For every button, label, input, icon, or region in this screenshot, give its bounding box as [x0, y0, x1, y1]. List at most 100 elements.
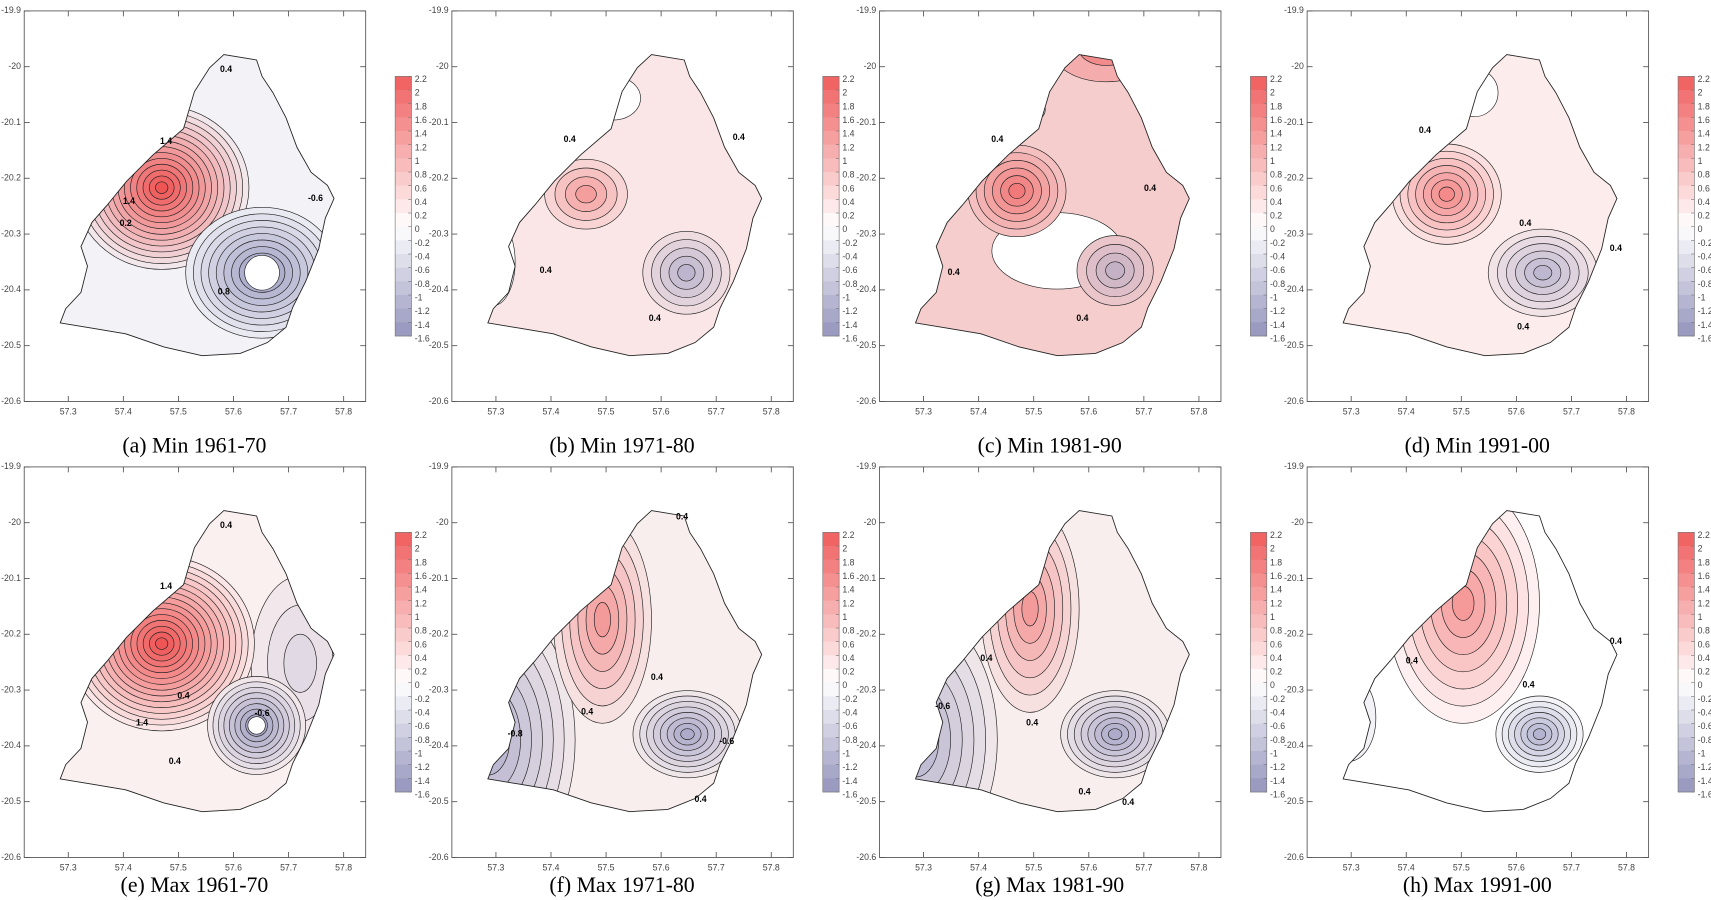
x-tick-label: 57.6: [1508, 863, 1525, 873]
x-tick-label: 57.7: [708, 407, 725, 417]
colorbar-tick-label: -1.4: [842, 320, 857, 330]
colorbar-tick-label: 0.4: [415, 197, 427, 207]
y-tick-label: -20.1: [1284, 117, 1304, 127]
contour-label: 0.4: [177, 690, 189, 700]
colorbar-band: [395, 751, 412, 765]
y-tick-label: -20.6: [429, 396, 449, 406]
y-tick-label: -20.2: [1, 173, 21, 183]
contour-band: [247, 716, 266, 735]
y-tick-label: -20.1: [429, 573, 449, 583]
contour-map: [915, 54, 1190, 356]
colorbar-band: [822, 600, 840, 615]
coastline: [487, 54, 763, 357]
contour-label: 0.4: [1523, 679, 1535, 689]
colorbar-band: [395, 559, 412, 574]
colorbar-band: [1678, 185, 1695, 200]
contour-band: [1107, 728, 1123, 740]
colorbar-band: [822, 131, 840, 146]
colorbar-tick-label: 0.8: [415, 170, 427, 180]
coastline: [59, 510, 335, 813]
colorbar-tick-label: -1.6: [842, 790, 857, 800]
colorbar-tick-label: 1.2: [842, 142, 854, 152]
colorbar-tick-label: -1.6: [415, 790, 430, 800]
colorbar-band: [822, 710, 840, 725]
contour-label: 1.4: [123, 196, 135, 206]
colorbar-band: [1678, 723, 1695, 738]
colorbar-tick-label: -1: [1698, 293, 1706, 303]
colorbar-band: [395, 737, 412, 752]
colorbar-band: [1250, 267, 1267, 282]
colorbar-tick-label: -0.2: [415, 694, 430, 704]
colorbar-band: [1678, 254, 1695, 269]
colorbar-band: [395, 614, 412, 629]
colorbar-frame: [822, 532, 840, 793]
colorbar-band: [822, 185, 840, 200]
colorbar-band: [822, 90, 840, 105]
y-tick-label: -20.1: [856, 573, 876, 583]
colorbar-band: [1678, 226, 1695, 241]
panel-caption: (f) Max 1971-80: [549, 873, 694, 897]
colorbar-band: [822, 144, 840, 159]
x-tick-label: 57.6: [225, 407, 242, 417]
colorbar-band: [1250, 778, 1267, 793]
y-tick-label: -20.4: [1, 284, 21, 294]
colorbar-band: [395, 573, 412, 588]
colorbar-band: [1678, 90, 1695, 105]
colorbar-tick-label: 0: [1270, 224, 1275, 234]
colorbar-tick-label: -1: [1270, 749, 1278, 759]
colorbar-tick-label: 1.4: [415, 585, 427, 595]
colorbar-band: [395, 226, 412, 241]
colorbar-band: [395, 532, 412, 547]
colorbar-band: [822, 226, 840, 241]
colorbar-tick-label: 1.6: [415, 571, 427, 581]
colorbar-tick-label: 1.2: [1698, 598, 1710, 608]
x-tick-label: 57.7: [1135, 863, 1152, 873]
colorbar-band: [1678, 559, 1695, 574]
colorbar-tick-label: 1.6: [1270, 115, 1282, 125]
colorbar-band: [1250, 655, 1267, 670]
y-tick-label: -20.2: [1284, 173, 1304, 183]
colorbar-tick-label: 1: [1698, 156, 1703, 166]
colorbar-band: [822, 751, 840, 765]
colorbar-tick-label: 1.2: [415, 598, 427, 608]
coastline: [1342, 510, 1618, 813]
y-tick-label: -20.2: [1284, 629, 1304, 639]
colorbar-tick-label: -0.2: [415, 238, 430, 248]
contour-label: 0.4: [1610, 636, 1622, 646]
colorbar-band: [1678, 322, 1695, 337]
colorbar-band: [395, 696, 412, 711]
y-tick-label: -20.6: [1284, 396, 1304, 406]
y-tick-label: -20: [1291, 61, 1304, 71]
colorbar-tick-label: 1.2: [1698, 142, 1710, 152]
colorbar-band: [395, 655, 412, 670]
x-tick-label: 57.7: [1563, 863, 1580, 873]
contour-band: [283, 633, 317, 693]
colorbar-band: [822, 655, 840, 670]
contour-label: -0.8: [508, 728, 523, 738]
colorbar-tick-label: -0.6: [1270, 721, 1285, 731]
colorbar-band: [395, 682, 412, 697]
colorbar-tick-label: -0.4: [1270, 252, 1285, 262]
colorbar-tick-label: 0.4: [1698, 653, 1710, 663]
colorbar-band: [822, 669, 840, 684]
colorbar-band: [822, 764, 840, 779]
colorbar-tick-label: -0.8: [842, 735, 857, 745]
colorbar-band: [822, 546, 840, 561]
x-tick-label: 57.4: [115, 407, 132, 417]
coastline: [1342, 54, 1618, 357]
y-tick-label: -20.4: [429, 284, 449, 294]
contour-band: [1008, 182, 1026, 199]
panel: 0.4 0.4 0.4 -0.6 -0.8 0.4 57.3 57.4 57.5 57.6 57.7…: [429, 461, 858, 897]
colorbar-tick-label: -0.6: [1698, 721, 1711, 731]
colorbar-band: [1678, 281, 1695, 296]
colorbar-tick-label: -1.2: [1270, 306, 1285, 316]
contour-band: [1532, 728, 1547, 740]
colorbar-tick-label: 0.4: [842, 653, 854, 663]
x-tick-label: 57.3: [1343, 407, 1360, 417]
colorbar-band: [1678, 751, 1695, 765]
colorbar-tick-label: 1.6: [1270, 571, 1282, 581]
colorbar-tick-label: -0.8: [1698, 279, 1711, 289]
x-tick-label: 57.8: [1618, 863, 1635, 873]
y-tick-label: -20.5: [856, 340, 876, 350]
